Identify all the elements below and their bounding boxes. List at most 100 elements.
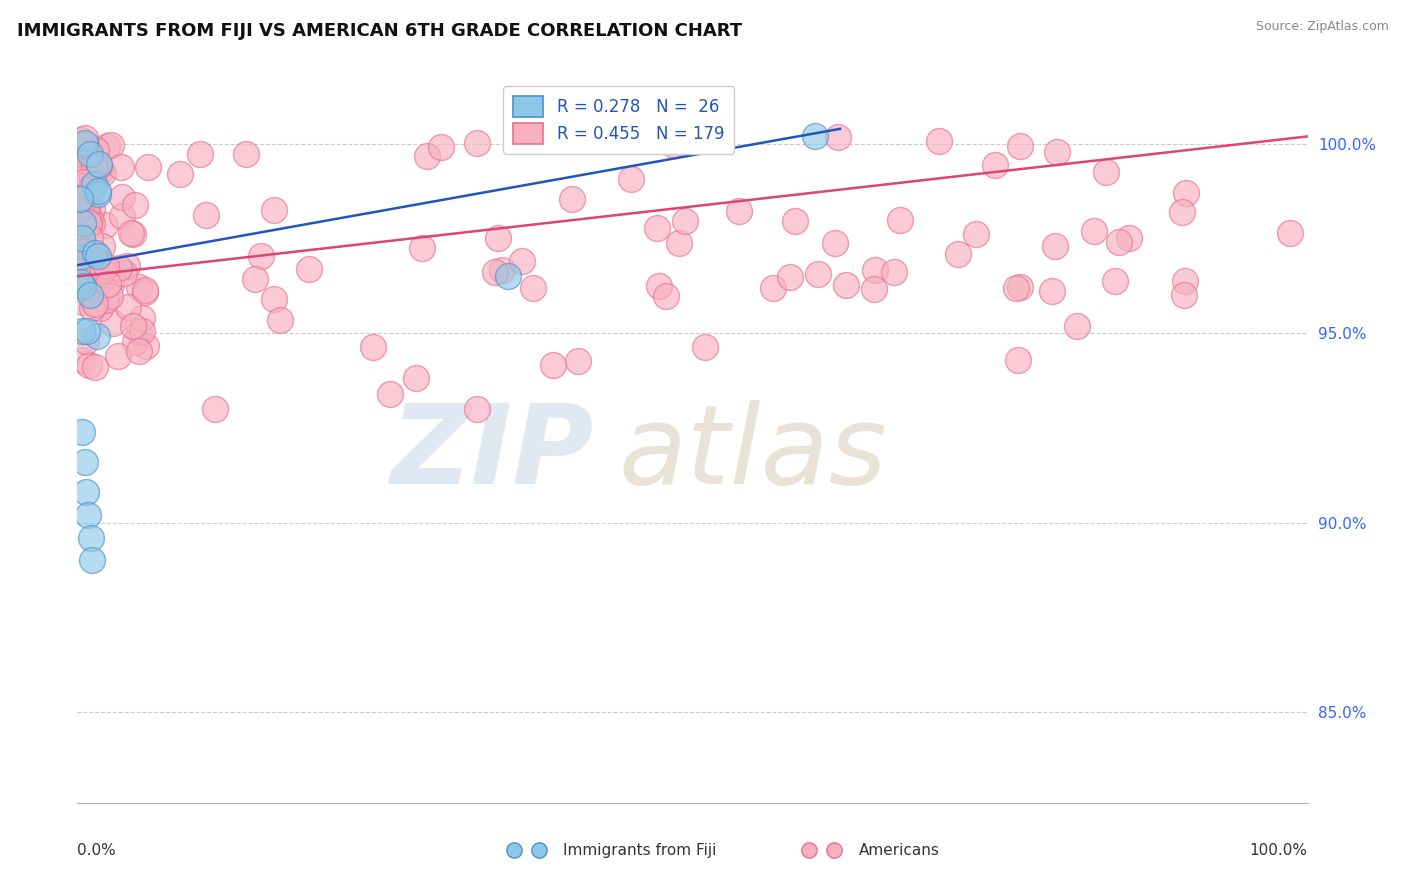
- Point: [70, 158, 93, 172]
- Point: [79, 211, 101, 225]
- Point: [96, 277, 118, 292]
- Point: [67, 153, 90, 167]
- Point: [465, 136, 488, 150]
- Point: [96, 138, 118, 153]
- Point: [411, 241, 433, 255]
- Point: [835, 278, 858, 293]
- Point: [73, 175, 96, 189]
- Point: [87, 157, 110, 171]
- Point: [80, 251, 103, 265]
- Point: [87, 249, 110, 263]
- Point: [67, 163, 90, 178]
- Text: Americans: Americans: [859, 843, 939, 857]
- Point: [965, 227, 987, 241]
- Point: [648, 279, 671, 293]
- Point: [69, 276, 91, 290]
- Point: [1104, 274, 1126, 288]
- Point: [70, 133, 93, 147]
- Point: [79, 147, 101, 161]
- Point: [111, 209, 134, 223]
- Point: [80, 156, 103, 170]
- Point: [110, 190, 132, 204]
- Point: [120, 226, 142, 240]
- Text: ZIP: ZIP: [391, 401, 595, 508]
- Point: [827, 129, 849, 144]
- Point: [79, 189, 101, 203]
- Point: [928, 135, 950, 149]
- Point: [430, 140, 453, 154]
- Point: [128, 279, 150, 293]
- Point: [72, 295, 94, 310]
- Point: [73, 238, 96, 252]
- Point: [136, 160, 159, 174]
- Text: atlas: atlas: [619, 401, 887, 508]
- Point: [75, 199, 97, 213]
- Point: [76, 214, 98, 228]
- Point: [72, 264, 94, 278]
- Point: [94, 218, 117, 232]
- Point: [1066, 318, 1088, 333]
- Point: [91, 263, 114, 277]
- Point: [655, 289, 678, 303]
- Point: [73, 136, 96, 150]
- Point: [101, 271, 124, 285]
- Point: [98, 288, 121, 302]
- Point: [77, 151, 100, 165]
- Point: [984, 157, 1007, 171]
- Point: [188, 146, 211, 161]
- Point: [561, 192, 583, 206]
- Point: [75, 334, 97, 348]
- Point: [883, 265, 905, 279]
- Point: [121, 227, 143, 241]
- Point: [541, 359, 564, 373]
- Point: [134, 284, 156, 298]
- Point: [91, 239, 114, 253]
- Point: [83, 294, 105, 309]
- Point: [72, 231, 94, 245]
- Point: [824, 236, 846, 251]
- Point: [484, 265, 506, 279]
- Point: [69, 192, 91, 206]
- Text: IMMIGRANTS FROM FIJI VS AMERICAN 6TH GRADE CORRELATION CHART: IMMIGRANTS FROM FIJI VS AMERICAN 6TH GRA…: [17, 22, 742, 40]
- Point: [124, 334, 146, 349]
- Point: [110, 160, 132, 174]
- Point: [1046, 145, 1069, 160]
- Point: [131, 310, 153, 325]
- Point: [1007, 353, 1029, 368]
- Point: [620, 172, 643, 186]
- Point: [77, 247, 100, 261]
- Point: [727, 204, 749, 219]
- Point: [79, 358, 101, 372]
- Point: [67, 172, 90, 186]
- Point: [73, 244, 96, 259]
- Point: [1045, 239, 1067, 253]
- Point: [80, 531, 103, 545]
- Point: [83, 177, 105, 191]
- Point: [510, 254, 533, 268]
- Point: [72, 274, 94, 288]
- Point: [90, 163, 112, 178]
- Point: [76, 200, 98, 214]
- Point: [486, 231, 509, 245]
- Point: [80, 216, 103, 230]
- Point: [72, 216, 94, 230]
- Point: [298, 262, 321, 277]
- Point: [72, 146, 94, 161]
- Point: [67, 181, 90, 195]
- Point: [72, 325, 94, 339]
- Point: [101, 316, 124, 330]
- Point: [82, 301, 104, 316]
- Text: 100.0%: 100.0%: [1250, 843, 1308, 858]
- Point: [91, 166, 114, 180]
- Point: [76, 148, 98, 162]
- Point: [779, 269, 801, 284]
- Point: [100, 138, 122, 153]
- Point: [87, 256, 110, 270]
- Point: [124, 197, 146, 211]
- Point: [1279, 227, 1302, 241]
- Point: [69, 170, 91, 185]
- Point: [80, 202, 103, 216]
- Point: [89, 255, 111, 269]
- Point: [361, 340, 384, 354]
- Point: [69, 202, 91, 216]
